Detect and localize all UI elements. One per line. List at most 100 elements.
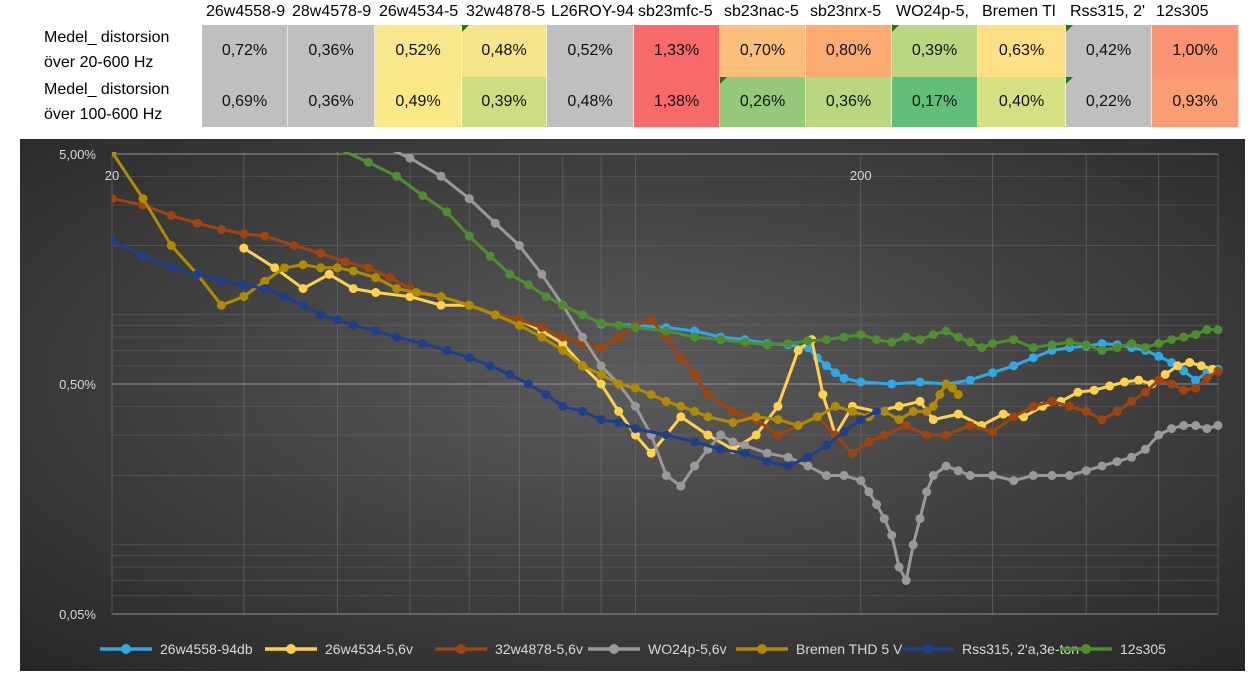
cell-value: 0,36% [308,93,354,110]
series-point [280,292,289,302]
table-cell: 0,93% [1152,77,1239,127]
x-tick-label: 20 [105,168,119,183]
series-point [442,345,452,355]
series-point [690,437,700,447]
series-point [505,269,515,279]
series-point [887,337,897,347]
series-point [541,292,551,302]
series-point [908,406,918,416]
series-point [1167,379,1176,389]
series-point [596,361,606,371]
column-header: WO24p-5, [896,3,969,20]
cell-value: 0,42% [1085,42,1132,59]
series-point [558,332,568,342]
series-point [464,194,474,204]
series-point [646,390,656,399]
series-point [716,444,726,454]
series-point [324,269,334,279]
series-point [1202,325,1212,335]
series-point [740,448,750,458]
series-point [1179,421,1189,430]
series-point [1112,457,1122,467]
series-point [371,288,381,297]
series-point [112,152,117,157]
series-point [524,280,533,290]
column-header: Rss315, 2' [1070,3,1146,20]
series-point [1191,421,1201,430]
series-point [915,514,925,524]
series-point [260,284,270,294]
table-cell: 1,38% [634,77,720,127]
table-cell: 0,70% [720,25,806,77]
column-header: Bremen Tl [982,3,1056,20]
series-point [690,370,700,379]
series-point [864,487,874,497]
series-point [298,300,308,310]
series-point [485,361,495,371]
series-point [751,430,761,440]
series-point [1154,375,1164,385]
series-point [856,415,866,425]
comment-marker-icon [720,77,727,84]
legend-label: WO24p-5,6v [648,641,727,657]
cell-value: 0,36% [308,42,354,59]
y-tick-label: 5,00% [59,147,96,162]
series-point [901,575,911,585]
series-point [260,276,270,286]
series-point [1179,366,1189,376]
cell-value: 0,36% [825,93,872,110]
series-point [894,401,904,411]
series-point [298,260,308,270]
series-point [1097,339,1107,348]
series-point [578,361,587,371]
series-point [740,337,750,347]
series-point [830,368,840,378]
series-point [578,406,587,416]
series-point [596,343,606,353]
table-cell: 0,26% [720,77,806,127]
column-header: 28w4578-9 [292,3,372,20]
row-label-line: över 100-600 Hz [44,106,163,123]
legend-label: Rss315, 2'a,3e-ton [962,641,1079,657]
series-point [578,310,587,320]
series-point [596,370,606,379]
series-point [1179,332,1189,342]
series-point [879,514,889,524]
cell-value: 0,22% [1085,93,1132,110]
series-point [839,373,849,383]
cell-value: 0,39% [481,93,527,110]
table-cell: 0,63% [978,25,1066,77]
series-point [464,300,474,310]
series-point [1134,375,1144,385]
series-point [848,448,857,458]
series-point [783,461,793,471]
series-point [965,421,975,430]
series-point [596,415,606,425]
cell-value: 0,17% [911,93,958,110]
series-point [514,320,524,330]
series-point [578,332,587,342]
row-label-line: över 20-600 Hz [44,54,154,71]
series-point [418,191,428,200]
series-point [676,401,686,411]
series-point [915,335,925,345]
series-point [192,269,202,279]
series-point [1028,343,1038,353]
series-point [1154,430,1164,440]
table-cell: 0,36% [806,77,892,127]
series-point [822,335,831,345]
table-cell: 0,52% [547,25,634,77]
series-point [1213,421,1223,430]
series-point [1089,385,1099,395]
series-point [138,251,148,261]
series-point [239,229,249,239]
series-point [1009,335,1019,345]
cell-value: 0,70% [739,42,786,59]
series-point [166,241,176,250]
series-point [392,284,402,294]
series-point [418,339,428,348]
series-point [703,412,713,422]
series-point [138,194,148,204]
series-point [436,300,446,310]
series-point [856,377,866,387]
